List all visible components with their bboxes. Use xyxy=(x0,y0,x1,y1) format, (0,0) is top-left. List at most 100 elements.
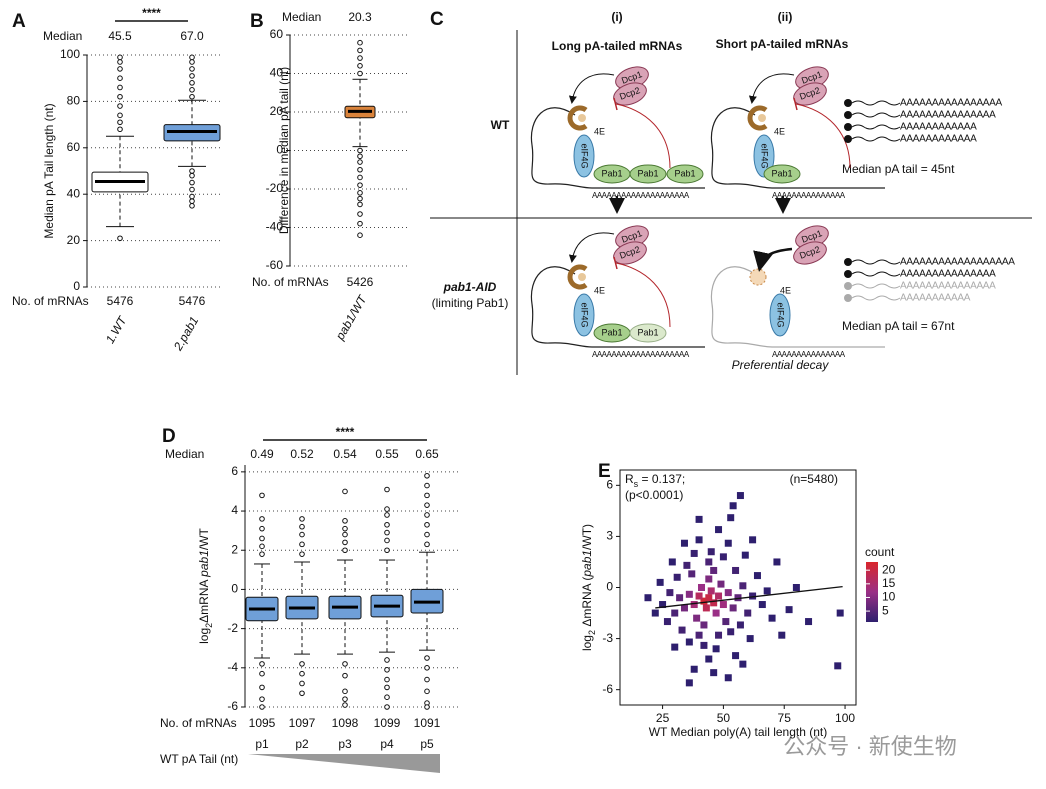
point xyxy=(678,626,686,634)
outlier xyxy=(424,472,430,479)
point xyxy=(732,652,740,660)
outlier xyxy=(424,482,430,489)
median-label: 67.0 xyxy=(180,29,204,43)
tail-a: AAAAAAAAAAAAAAAA xyxy=(900,98,1003,109)
cap-core xyxy=(758,114,766,122)
point xyxy=(680,604,688,612)
outlier xyxy=(259,492,265,499)
point xyxy=(695,515,703,523)
mrna xyxy=(710,107,885,189)
poly-a: AAAAAAAAAAAAAAAAAAAA xyxy=(592,350,690,359)
point xyxy=(705,575,713,583)
point xyxy=(763,587,771,595)
colorbar-tick-label: 5 xyxy=(882,603,889,617)
outlier xyxy=(384,694,390,701)
pab1 xyxy=(629,323,667,343)
outlier xyxy=(117,235,123,242)
cap-dot xyxy=(844,282,852,290)
outlier xyxy=(384,704,390,710)
outlier xyxy=(424,704,430,710)
y-tick-label: 60 xyxy=(67,140,81,154)
point xyxy=(724,589,732,597)
point xyxy=(685,638,693,646)
n-label: (n=5480) xyxy=(790,472,838,486)
y-tick-label: 40 xyxy=(270,66,284,80)
tail-wedge xyxy=(248,754,440,773)
point xyxy=(695,631,703,639)
y-axis-label: log2ΔmRNA pab1/WT xyxy=(197,527,214,643)
point xyxy=(758,601,766,609)
outlier xyxy=(342,702,348,708)
x-tick-label: 2.pab1 xyxy=(170,314,201,354)
recruit-arrow xyxy=(568,232,615,263)
outlier xyxy=(357,159,363,165)
y-tick-label: -6 xyxy=(602,682,613,696)
outlier xyxy=(357,190,363,196)
mrna xyxy=(530,266,705,348)
outlier xyxy=(424,531,430,538)
point xyxy=(773,558,781,566)
cap-dot xyxy=(844,294,852,302)
point xyxy=(736,621,744,629)
y-tick-label: 100 xyxy=(60,47,80,61)
outlier xyxy=(424,655,430,661)
outlier xyxy=(357,166,363,173)
decay-note: Preferential decay xyxy=(732,358,830,372)
outlier xyxy=(189,168,195,174)
outlier xyxy=(189,66,195,72)
point xyxy=(749,592,757,600)
inhibition-end xyxy=(613,256,618,270)
tail-a: AAAAAAAAAAAAAAA xyxy=(900,110,996,121)
cap xyxy=(567,105,588,131)
count-label: 1095 xyxy=(249,716,276,730)
outlier xyxy=(384,547,390,554)
x-tick-label: 50 xyxy=(717,711,731,725)
eif4g xyxy=(573,293,595,337)
count-label: 1091 xyxy=(414,716,441,730)
outlier xyxy=(357,195,363,202)
cap xyxy=(567,264,588,290)
tail-label: WT pA Tail (nt) xyxy=(160,752,238,766)
cap-dot xyxy=(844,258,852,266)
point xyxy=(676,594,684,602)
outlier xyxy=(117,54,123,61)
eif4g xyxy=(753,134,775,178)
colorbar-tick-label: 20 xyxy=(882,562,896,576)
y-tick-label: 20 xyxy=(67,233,81,247)
x-tick-label: 75 xyxy=(778,711,792,725)
median-label: 0.65 xyxy=(415,447,439,461)
y-tick-label: -40 xyxy=(266,220,284,234)
tail-body xyxy=(851,295,901,301)
x-tick-label: p2 xyxy=(295,737,309,751)
tail-a: AAAAAAAAAAA xyxy=(900,293,971,304)
x-tick-label: 100 xyxy=(835,711,855,725)
x-tick-label: p5 xyxy=(420,737,434,751)
outlier xyxy=(117,126,123,133)
outlier xyxy=(357,211,363,217)
panel-letter: D xyxy=(162,426,176,447)
x-tick-label: p4 xyxy=(380,737,394,751)
outlier xyxy=(384,529,390,536)
y-tick-label: 0 xyxy=(73,279,80,293)
outlier xyxy=(299,516,305,522)
outlier xyxy=(189,73,195,79)
panel-letter: B xyxy=(250,11,264,32)
outlier xyxy=(384,486,390,493)
eif4g-label: eIF4G xyxy=(580,302,590,327)
count-label: 5476 xyxy=(179,294,206,308)
outlier xyxy=(299,690,305,697)
tail-body xyxy=(851,136,901,142)
outlier xyxy=(189,198,195,204)
fit-line xyxy=(655,586,843,609)
cap-dot xyxy=(844,135,852,143)
y-tick-label: 40 xyxy=(67,186,81,200)
outlier xyxy=(342,547,348,554)
outlier xyxy=(259,535,265,542)
outlier xyxy=(342,672,348,679)
point xyxy=(693,614,701,622)
y-tick-label: -20 xyxy=(266,181,284,195)
y-tick-label: 6 xyxy=(231,464,238,478)
point xyxy=(717,580,725,588)
